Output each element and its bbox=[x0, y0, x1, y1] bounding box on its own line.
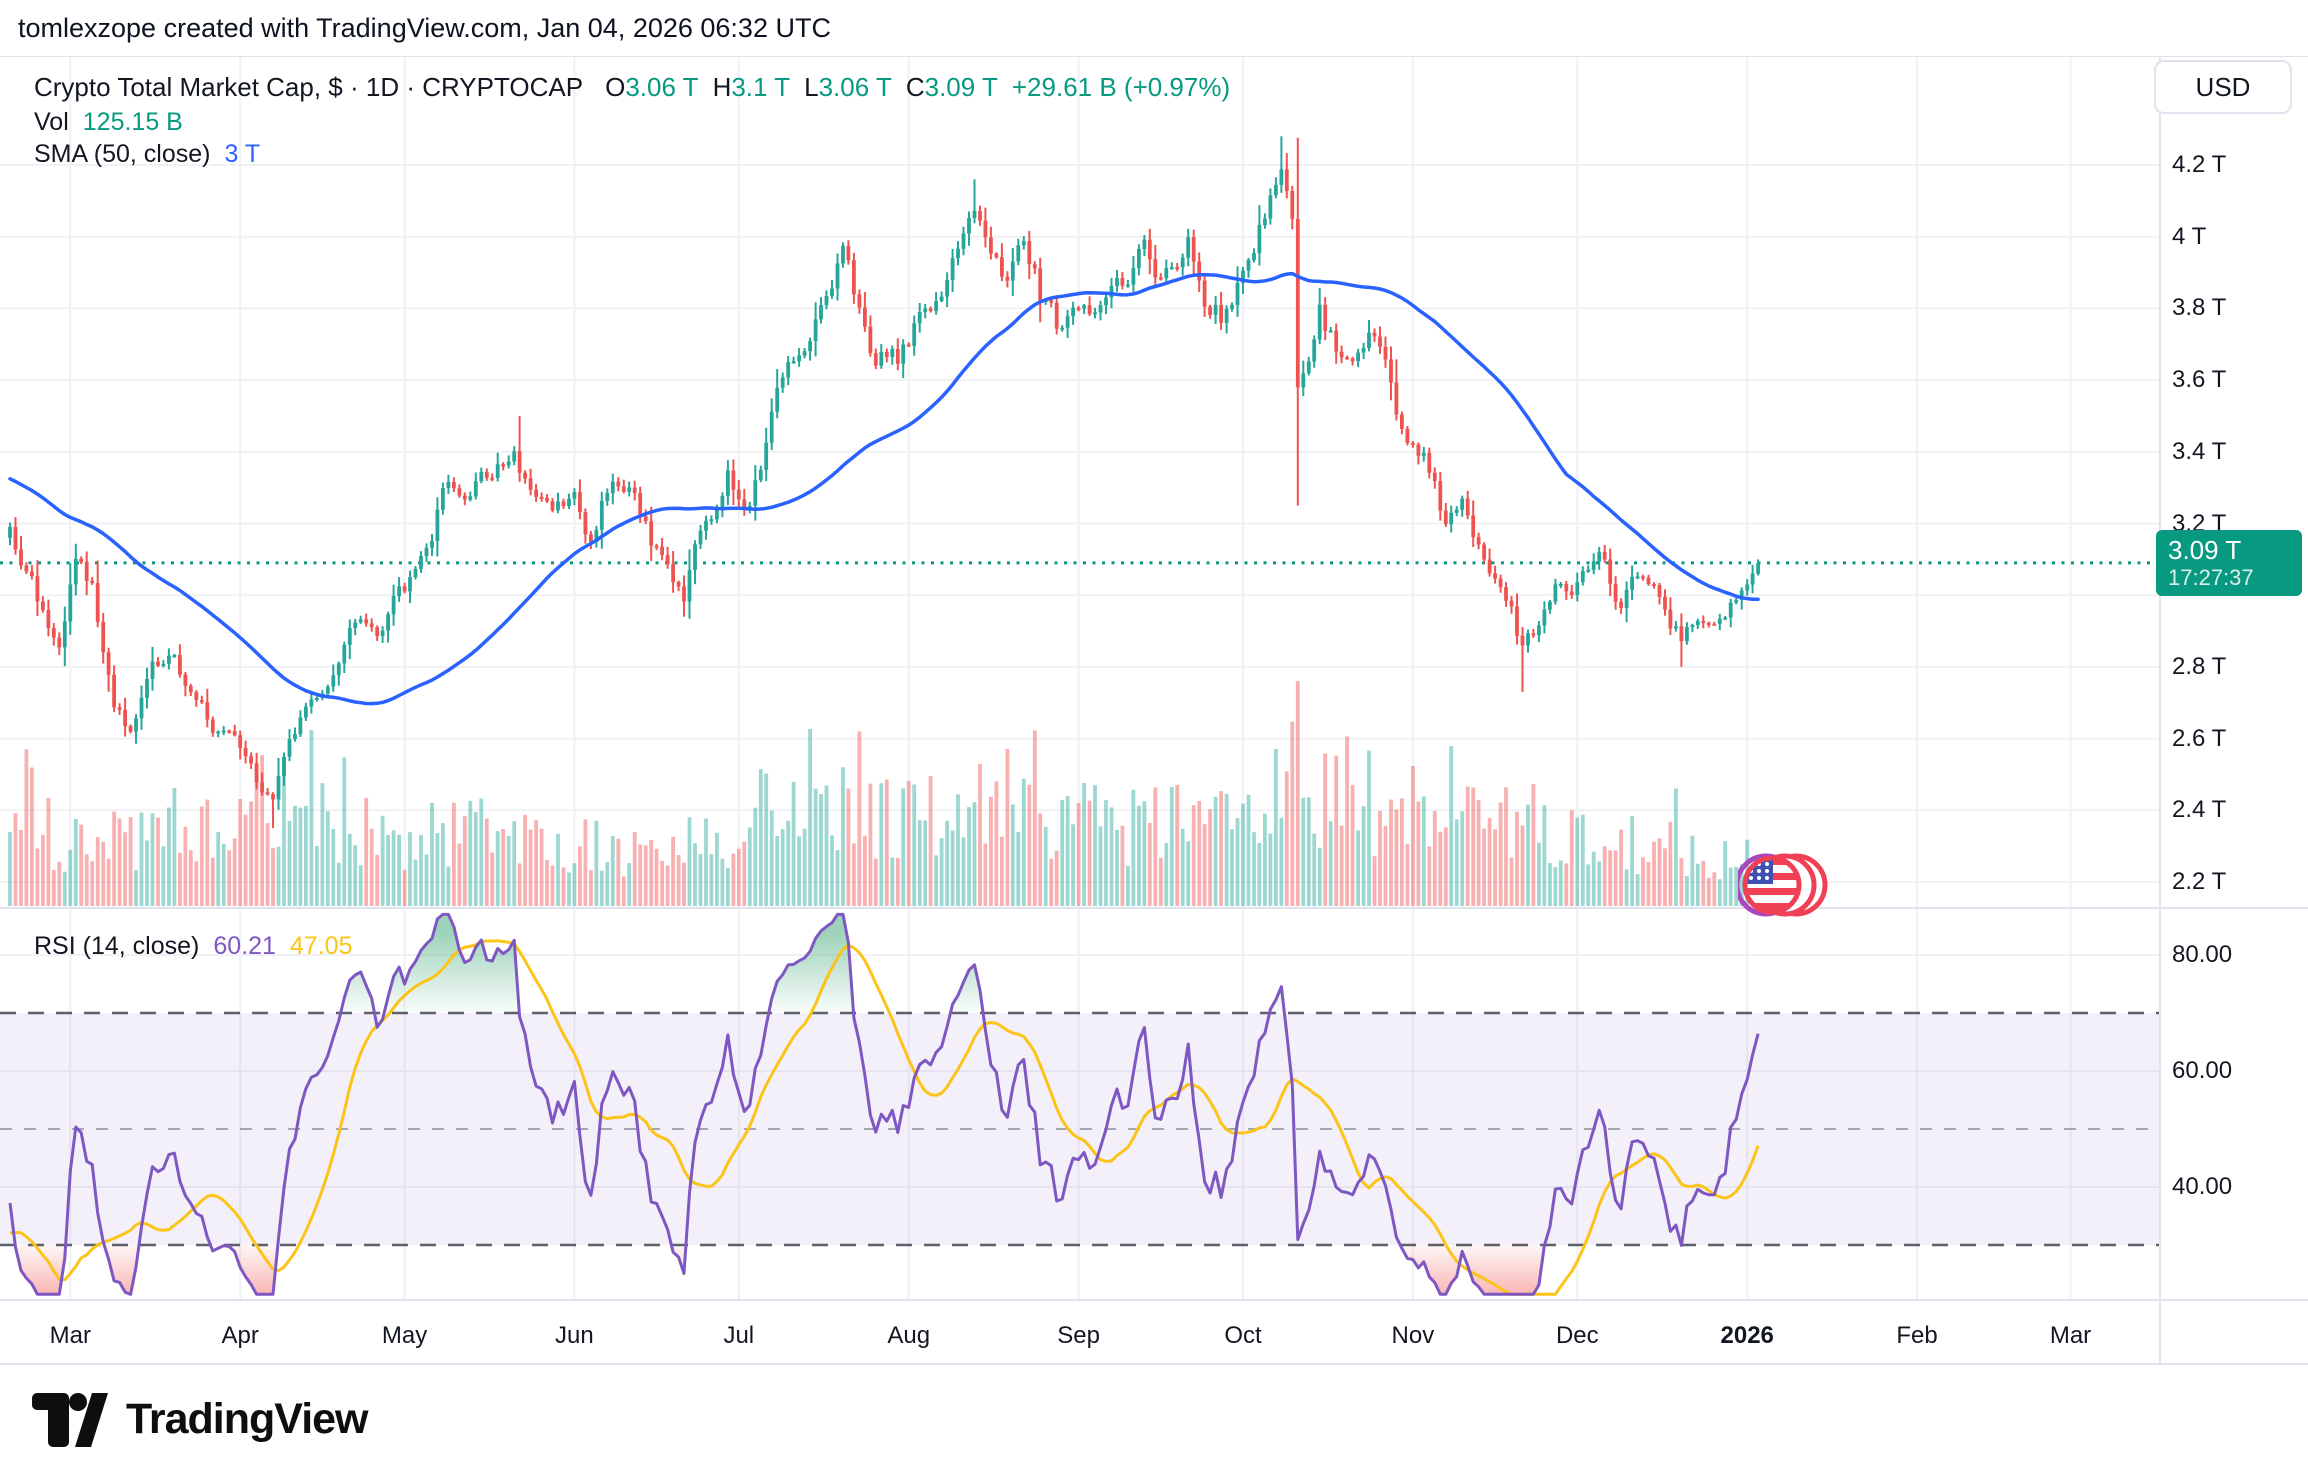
change-value: +29.61 B (+0.97%) bbox=[1011, 72, 1231, 102]
attribution-text: tomlexzope created with TradingView.com,… bbox=[18, 12, 831, 43]
last-price-badge: 3.09 T 17:27:37 bbox=[2156, 529, 2302, 596]
time-axis-label: Mar bbox=[49, 1322, 91, 1349]
sma-value: 3 T bbox=[224, 140, 261, 168]
time-axis-label: Dec bbox=[1555, 1322, 1599, 1349]
price-tick-label: 2.2 T bbox=[2172, 868, 2227, 895]
sma-line bbox=[8, 271, 1760, 706]
time-axis-label: Nov bbox=[1391, 1322, 1435, 1349]
open-value: 3.06 T bbox=[625, 72, 699, 102]
usd-globe-watermark-icon bbox=[1734, 853, 1828, 917]
rsi-ma-value: 47.05 bbox=[289, 932, 353, 960]
rsi-tick-label: 60.00 bbox=[2172, 1057, 2233, 1084]
usd-globe-watermark bbox=[1734, 848, 1830, 927]
rsi-ma-line bbox=[9, 939, 1760, 1296]
high-label: H bbox=[712, 72, 732, 102]
price-tick-label: 2.8 T bbox=[2172, 652, 2227, 680]
time-axis-label: Mar bbox=[2049, 1322, 2092, 1349]
attribution-bar: tomlexzope created with TradingView.com,… bbox=[0, 0, 2308, 56]
close-label: C bbox=[905, 72, 925, 102]
sma-label: SMA (50, close) bbox=[34, 140, 211, 168]
rsi-tick-label: 40.00 bbox=[2172, 1173, 2233, 1200]
sma-legend[interactable]: SMA (50, close) 3 T bbox=[34, 140, 260, 169]
price-tick-label: 4 T bbox=[2172, 222, 2207, 250]
time-axis-label: Jul bbox=[723, 1322, 755, 1349]
time-axis-label: Feb bbox=[1896, 1322, 1938, 1349]
rsi-line bbox=[8, 912, 1760, 1296]
time-axis-label: Apr bbox=[221, 1322, 259, 1349]
open-label: O bbox=[605, 72, 626, 102]
time-axis-label: May bbox=[381, 1322, 428, 1349]
currency-label: USD bbox=[2195, 71, 2251, 102]
tradingview-logo-text: TradingView bbox=[126, 1394, 368, 1443]
grid-lines bbox=[0, 56, 2160, 1300]
candles bbox=[8, 136, 1760, 829]
volume-legend[interactable]: Vol 125.15 B bbox=[34, 108, 183, 137]
price-tick-label: 3.8 T bbox=[2172, 294, 2227, 322]
high-value: 3.1 T bbox=[731, 72, 791, 102]
last-price-value: 3.09 T bbox=[2168, 534, 2242, 565]
price-tick-label: 4.2 T bbox=[2172, 151, 2227, 178]
bar-countdown: 17:27:37 bbox=[2168, 564, 2254, 590]
tradingview-logo[interactable]: TradingView bbox=[30, 1390, 368, 1448]
close-value: 3.09 T bbox=[924, 72, 998, 102]
rsi-legend[interactable]: RSI (14, close) 60.21 47.05 bbox=[34, 932, 352, 961]
volume-label: Vol bbox=[34, 108, 69, 136]
time-axis-label: Aug bbox=[887, 1322, 931, 1349]
rsi-value: 60.21 bbox=[213, 932, 276, 960]
volume-bars bbox=[8, 681, 1760, 906]
symbol-title: Crypto Total Market Cap, $ · 1D · CRYPTO… bbox=[34, 72, 584, 102]
panel-separators bbox=[0, 55, 2308, 1365]
price-tick-label: 3.4 T bbox=[2172, 437, 2227, 465]
price-tick-label: 2.6 T bbox=[2172, 724, 2227, 752]
volume-value: 125.15 B bbox=[82, 108, 183, 136]
time-axis-label: Sep bbox=[1057, 1322, 1100, 1349]
rsi-label: RSI (14, close) bbox=[34, 932, 200, 960]
price-tick-label: 3.6 T bbox=[2172, 366, 2227, 394]
symbol-legend[interactable]: Crypto Total Market Cap, $ · 1D · CRYPTO… bbox=[34, 72, 1230, 103]
rsi-oversold-fill bbox=[15, 1245, 1682, 1295]
time-axis-label: Jun bbox=[555, 1322, 594, 1349]
price-tick-label: 2.4 T bbox=[2172, 796, 2227, 824]
low-label: L bbox=[804, 72, 819, 102]
low-value: 3.06 T bbox=[818, 72, 892, 102]
currency-toggle-button[interactable]: USD bbox=[2154, 60, 2292, 114]
tradingview-logo-icon bbox=[32, 1393, 108, 1447]
rsi-tick-label: 80.00 bbox=[2172, 941, 2233, 968]
price-axis[interactable] bbox=[2160, 56, 2308, 1364]
rsi-overbought-fill bbox=[340, 914, 1285, 1013]
time-axis-label: 2026 bbox=[1720, 1322, 1774, 1349]
time-axis-label: Oct bbox=[1224, 1322, 1262, 1349]
